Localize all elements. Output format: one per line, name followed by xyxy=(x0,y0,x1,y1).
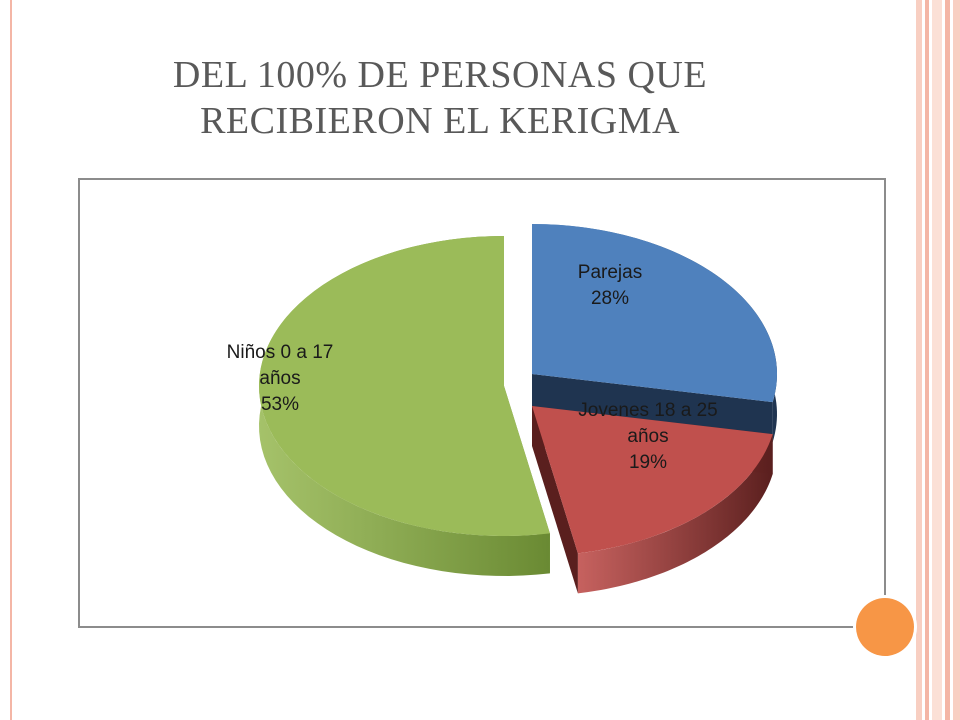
pie-slice-top-0 xyxy=(259,236,550,536)
slice-label-1-line-1: 28% xyxy=(591,288,629,309)
slice-label-2-line-0: Jovenes 18 a 25 xyxy=(578,400,717,421)
slice-label-2-line-1: años xyxy=(627,426,668,447)
pie-slice-top-2 xyxy=(532,406,773,554)
slice-label-0-line-1: años xyxy=(259,368,300,389)
pie-slice-0 xyxy=(259,236,550,576)
pie-slice-wall-2-1 xyxy=(532,406,578,594)
pie-slice-top-1 xyxy=(532,224,778,403)
pie-chart-frame: Niños 0 a 17 años 53% Parejas 28% Jovenes 18 … xyxy=(78,178,886,628)
orange-decorative-circle xyxy=(856,598,914,656)
left-border-line xyxy=(10,0,12,720)
pie-slice-side-2 xyxy=(577,434,773,594)
slice-label-0: Niños 0 a 17 años 53% xyxy=(227,342,334,415)
pie-chart: Niños 0 a 17 años 53% Parejas 28% Jovenes 18 … xyxy=(227,224,778,594)
pie-slice-1 xyxy=(532,224,778,443)
pie-slice-side-0 xyxy=(259,236,550,576)
decorative-side-stripes xyxy=(916,0,960,720)
slice-label-1-line-0: Parejas xyxy=(578,262,642,283)
title-line-2: RECIBIERON EL KERIGMA xyxy=(200,100,680,142)
slice-label-0-line-0: Niños 0 a 17 xyxy=(227,342,334,363)
slice-label-2: Jovenes 18 a 25 años 19% xyxy=(578,400,717,473)
title-line-1: DEL 100% DE PERSONAS QUE xyxy=(172,54,708,96)
slice-label-1: Parejas 28% xyxy=(578,262,642,309)
pie-slice-wall-1-1 xyxy=(532,374,773,443)
pie-slice-2 xyxy=(532,406,773,594)
slice-label-2-line-2: 19% xyxy=(629,452,667,473)
slice-label-0-line-2: 53% xyxy=(261,394,299,415)
slide-title: DEL 100% DE PERSONAS QUE RECIBIERON EL K… xyxy=(60,52,820,144)
